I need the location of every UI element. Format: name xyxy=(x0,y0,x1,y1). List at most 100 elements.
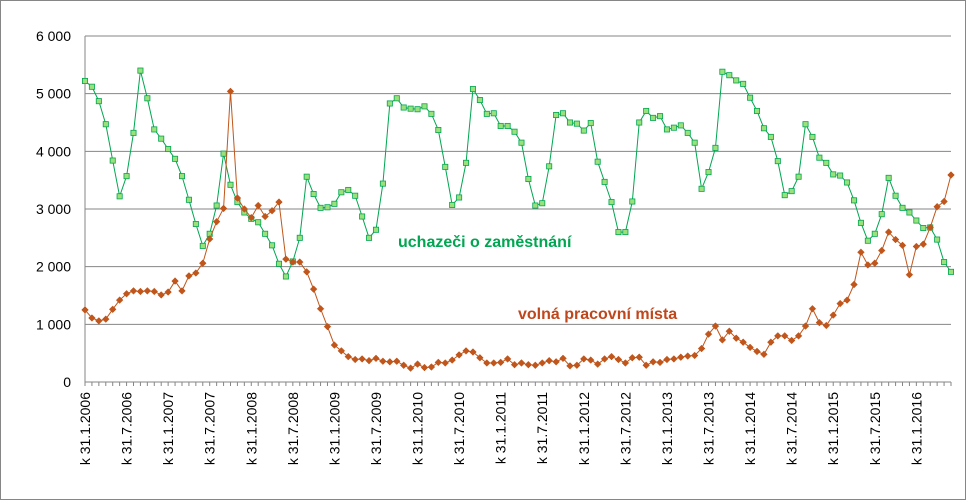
data-point xyxy=(122,290,131,298)
x-tick-label: k 31.1.2011 xyxy=(493,392,509,464)
data-point xyxy=(82,77,89,84)
data-point xyxy=(456,194,463,201)
data-point xyxy=(150,287,159,296)
data-point xyxy=(372,354,380,363)
data-point xyxy=(420,363,429,372)
data-point xyxy=(476,97,483,104)
data-point xyxy=(421,103,428,110)
data-point xyxy=(247,213,256,222)
data-point xyxy=(372,226,379,233)
data-point xyxy=(933,202,941,211)
data-point xyxy=(912,242,921,251)
data-point xyxy=(871,259,879,267)
data-point xyxy=(684,129,691,136)
data-point xyxy=(449,201,456,208)
series-group xyxy=(81,67,955,372)
data-point xyxy=(767,133,774,140)
data-point xyxy=(885,174,892,181)
data-point xyxy=(545,356,553,365)
data-point xyxy=(608,199,615,206)
data-point xyxy=(719,68,726,75)
data-point xyxy=(330,341,339,349)
data-point xyxy=(213,202,220,209)
data-point xyxy=(275,198,283,206)
data-point xyxy=(670,355,678,363)
y-tick-label: 4 000 xyxy=(36,143,71,159)
data-point xyxy=(670,124,677,131)
data-point xyxy=(732,334,740,342)
data-point xyxy=(365,356,373,365)
data-point xyxy=(899,204,906,211)
series-1 xyxy=(81,87,955,372)
data-point xyxy=(698,185,705,192)
data-point xyxy=(497,122,504,129)
series-line xyxy=(84,91,952,369)
data-point xyxy=(781,192,788,199)
data-point xyxy=(774,332,782,340)
data-point xyxy=(829,311,837,319)
data-point xyxy=(504,122,511,129)
data-point xyxy=(560,110,567,117)
data-point xyxy=(636,119,643,126)
x-tick-label: k 31.7.2013 xyxy=(701,392,717,465)
data-point xyxy=(116,193,123,200)
data-point xyxy=(205,235,214,243)
data-point xyxy=(95,317,103,325)
data-point xyxy=(108,305,117,314)
data-point xyxy=(185,272,193,280)
x-tick-label: k 31.1.2008 xyxy=(243,392,259,465)
data-point xyxy=(650,114,657,121)
x-tick-label: k 31.1.2016 xyxy=(908,392,924,465)
data-point xyxy=(448,356,456,364)
data-point xyxy=(586,356,595,364)
x-tick-label: k 31.7.2006 xyxy=(119,392,135,465)
data-point xyxy=(109,157,116,164)
data-point xyxy=(940,197,948,206)
annotations: uchazeči o zaměstnání volná pracovní mís… xyxy=(398,234,677,323)
data-point xyxy=(282,273,289,280)
data-point xyxy=(352,192,359,199)
data-point xyxy=(802,121,809,128)
data-point xyxy=(864,237,871,244)
x-tick-label: k 31.7.2008 xyxy=(285,392,301,465)
data-point xyxy=(358,355,366,363)
data-point xyxy=(566,119,573,126)
data-point xyxy=(830,171,837,178)
data-point xyxy=(88,83,95,90)
x-tick-label: k 31.7.2007 xyxy=(202,392,218,465)
data-point xyxy=(268,206,276,215)
data-point xyxy=(905,270,914,279)
data-point xyxy=(393,357,401,365)
data-point xyxy=(712,144,719,151)
data-point xyxy=(442,163,449,170)
data-point xyxy=(511,128,518,135)
data-point xyxy=(746,343,754,352)
data-point xyxy=(643,107,650,114)
data-point xyxy=(836,299,844,308)
data-point xyxy=(510,360,519,369)
data-point xyxy=(690,351,699,360)
data-point xyxy=(926,223,934,232)
data-point xyxy=(815,318,824,327)
data-point xyxy=(808,305,817,313)
data-point xyxy=(490,110,497,117)
data-point xyxy=(628,354,637,362)
y-tick-label: 3 000 xyxy=(36,201,71,217)
data-point xyxy=(462,347,470,355)
data-point xyxy=(379,180,386,187)
data-point xyxy=(704,330,713,338)
data-point xyxy=(435,126,442,133)
data-point xyxy=(95,98,102,105)
data-point xyxy=(463,159,470,166)
data-point xyxy=(379,357,387,365)
data-point xyxy=(455,351,463,359)
x-tick-label: k 31.7.2012 xyxy=(617,392,633,465)
data-point xyxy=(345,186,352,193)
data-point xyxy=(524,360,533,369)
data-point xyxy=(158,135,165,142)
data-point xyxy=(600,355,609,363)
data-point xyxy=(469,348,477,356)
data-point xyxy=(413,360,422,368)
data-point xyxy=(434,358,443,367)
y-tick-label: 2 000 xyxy=(36,259,71,275)
